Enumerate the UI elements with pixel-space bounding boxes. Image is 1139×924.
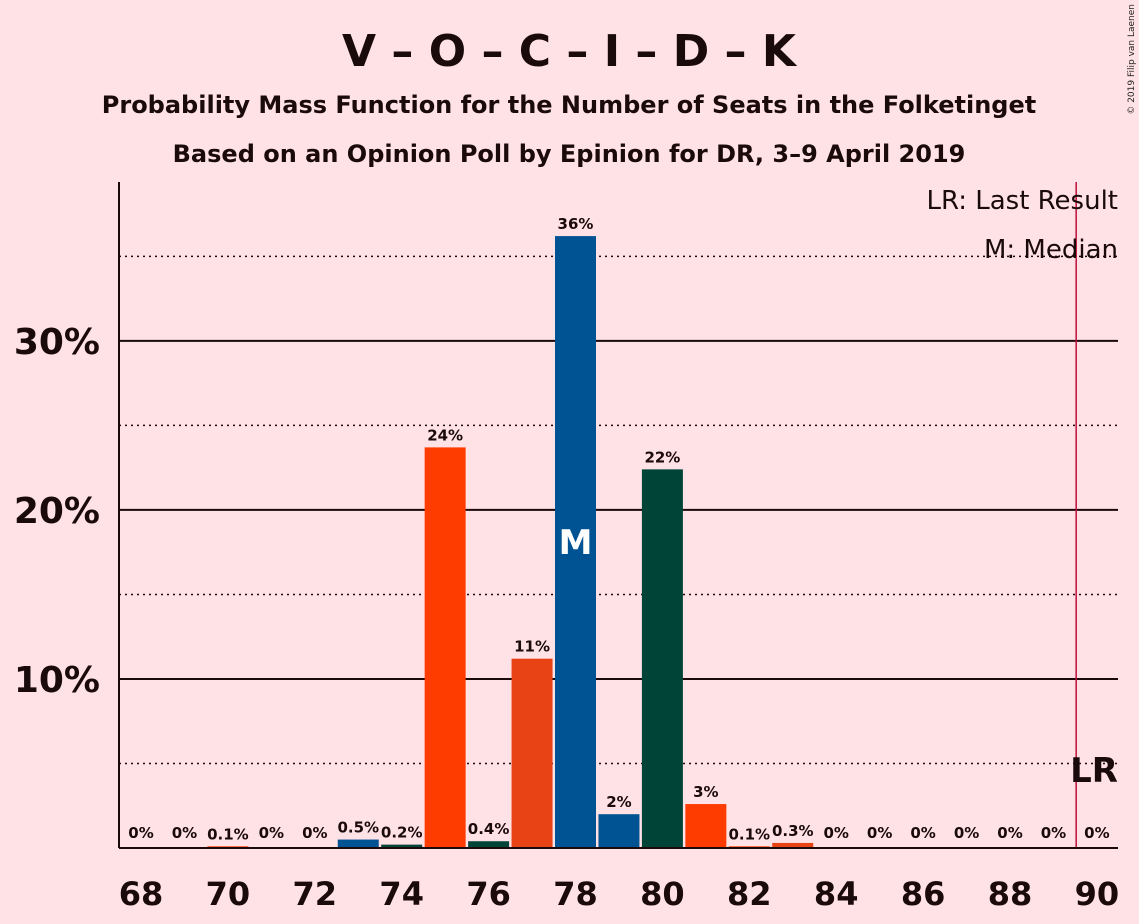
bar-seats-79 xyxy=(598,814,640,848)
data-label: 0% xyxy=(172,824,197,842)
x-tick-label: 72 xyxy=(293,875,338,913)
data-label: 0% xyxy=(259,824,284,842)
data-label: 0% xyxy=(1041,824,1066,842)
bar-seats-80 xyxy=(641,469,683,848)
data-label: 0.5% xyxy=(337,819,379,837)
x-tick-label: 74 xyxy=(379,875,424,913)
data-label: 22% xyxy=(644,448,680,466)
data-label: 0% xyxy=(997,824,1022,842)
data-label: 0.3% xyxy=(772,822,814,840)
last-result-marker: LR xyxy=(1070,751,1118,791)
axes: 10% 20% 30% LR 68 70 72 74 76 78 80 82 84 86 88 90 xyxy=(14,182,1119,913)
bar-seats-81 xyxy=(685,804,727,848)
legend-last-result: LR: Last Result xyxy=(926,186,1118,216)
legend-median: M: Median xyxy=(984,235,1118,265)
data-label: 0% xyxy=(302,824,327,842)
data-label: 0% xyxy=(910,824,935,842)
x-tick-label: 90 xyxy=(1075,875,1120,913)
bar-seats-83 xyxy=(772,842,814,848)
x-tick-label: 78 xyxy=(553,875,598,913)
median-marker: M xyxy=(559,523,593,563)
x-tick-label: 70 xyxy=(206,875,251,913)
x-tick-label: 86 xyxy=(901,875,946,913)
bar-seats-78 xyxy=(555,236,596,848)
data-label: 0% xyxy=(128,824,153,842)
bar-seats-76 xyxy=(468,841,510,848)
copyright-credit: © 2019 Filip van Laenen xyxy=(1127,4,1137,115)
bar-seats-73 xyxy=(337,839,379,848)
chart-subtitle-1: Probability Mass Function for the Number… xyxy=(102,91,1036,119)
data-label: 0% xyxy=(954,824,979,842)
bar-seats-77 xyxy=(511,658,553,848)
x-tick-label: 76 xyxy=(466,875,511,913)
x-tick-label: 84 xyxy=(814,875,859,913)
data-label: 36% xyxy=(558,215,594,233)
data-label: 3% xyxy=(693,783,718,801)
y-tick-label: 10% xyxy=(14,660,100,701)
x-tick-label: 80 xyxy=(640,875,685,913)
data-label: 0% xyxy=(867,824,892,842)
data-label: 0.2% xyxy=(381,824,423,842)
chart-title: V – O – C – I – D – K xyxy=(342,26,798,77)
chart-subtitle-2: Based on an Opinion Poll by Epinion for … xyxy=(173,140,966,168)
data-label: 2% xyxy=(606,793,631,811)
data-label: 0.1% xyxy=(728,825,770,843)
x-tick-label: 82 xyxy=(727,875,772,913)
y-tick-label: 30% xyxy=(14,322,100,363)
bar-seats-74 xyxy=(381,844,423,848)
data-label: 0% xyxy=(1084,824,1109,842)
x-tick-label: 88 xyxy=(988,875,1033,913)
gridlines xyxy=(119,255,1118,765)
data-label: 24% xyxy=(427,426,463,444)
data-labels: 0% 0% 0.1% 0% 0% 0.5% 0.2% 24% 0.4% 11% 36% 2% 22% 3%… xyxy=(128,215,1109,843)
data-label: 11% xyxy=(514,638,550,656)
bar-seats-75 xyxy=(424,447,466,848)
data-label: 0% xyxy=(823,824,848,842)
x-tick-label: 68 xyxy=(119,875,164,913)
data-label: 0.1% xyxy=(207,825,249,843)
data-label: 0.4% xyxy=(468,820,510,838)
y-tick-label: 20% xyxy=(14,491,100,532)
bars xyxy=(207,236,814,848)
